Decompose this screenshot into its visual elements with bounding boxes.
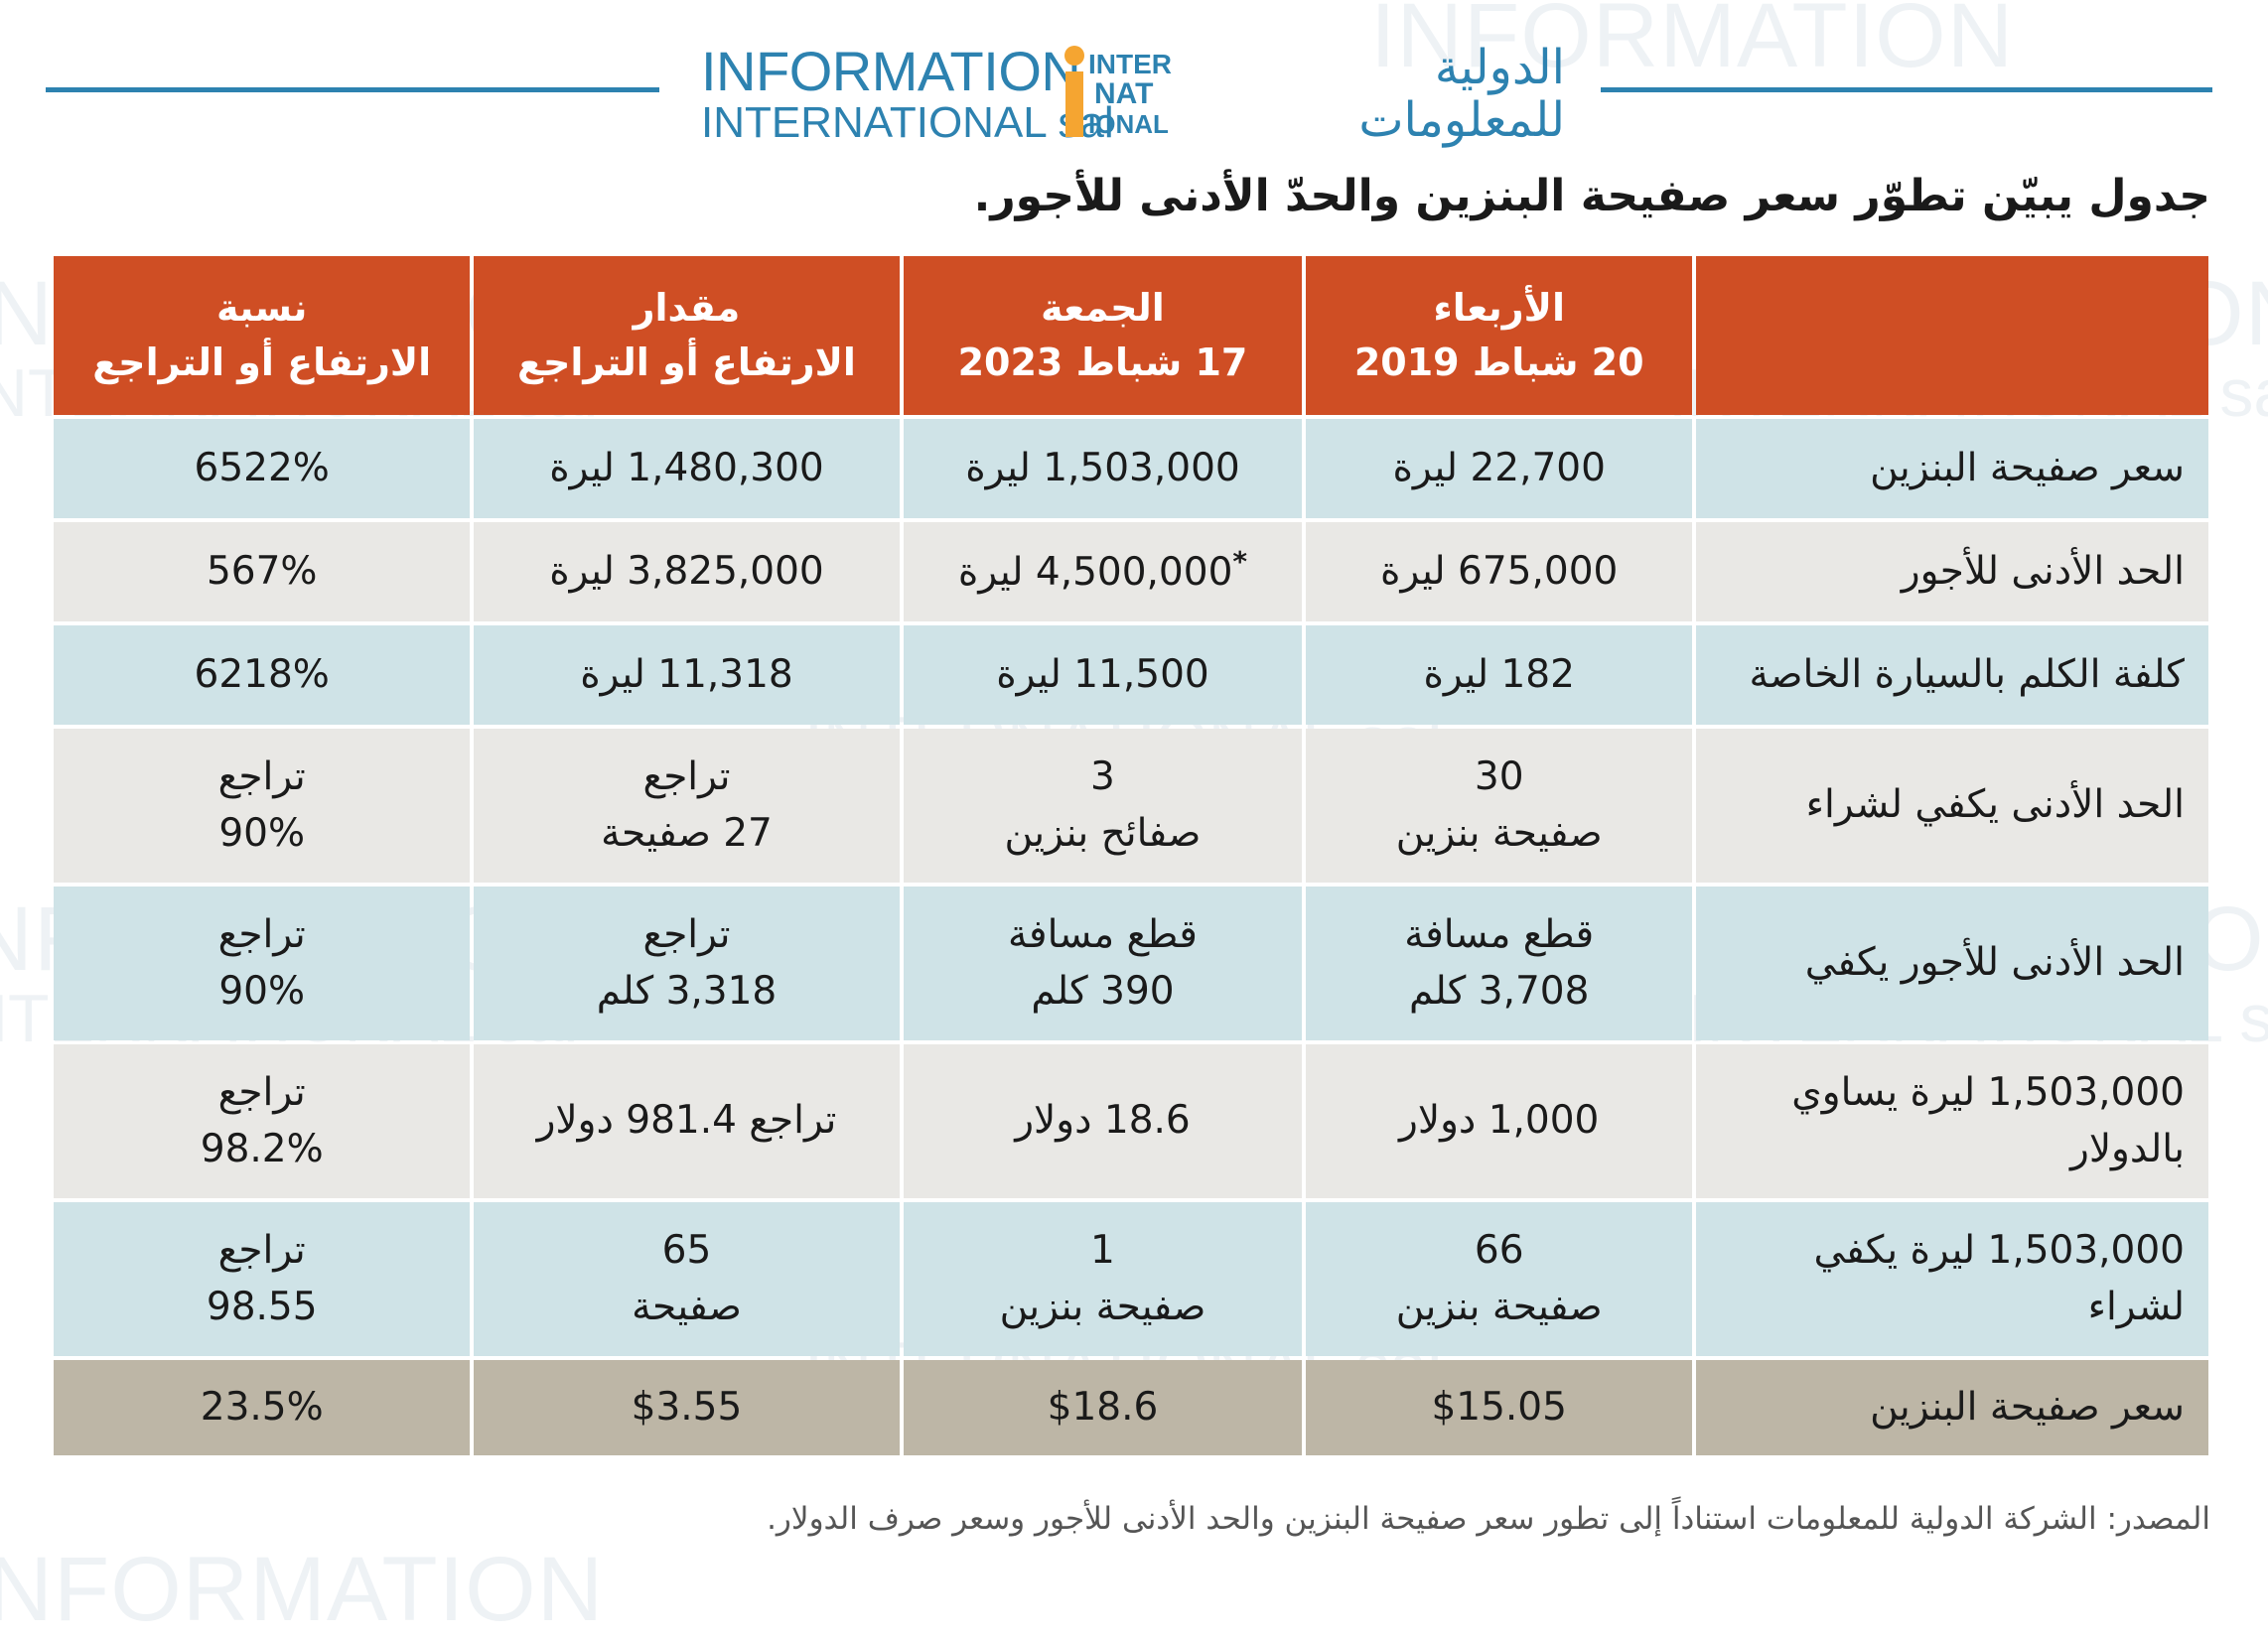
- table-cell: 66 صفيحة بنزين: [1306, 1202, 1693, 1356]
- column-header: نسبة الارتفاع أو التراجع: [54, 256, 471, 415]
- table-row: الحد الأدنى للأجور 675,000 ليرة *4,500,0…: [54, 522, 2208, 621]
- table-row: 1,503,000 ليرة يساوي بالدولار 1,000 دولا…: [54, 1044, 2208, 1198]
- cell-text: 4,500,000 ليرة: [957, 550, 1233, 596]
- column-header: الجمعة 17 شباط 2023: [903, 256, 1303, 415]
- table-cell: 3,825,000 ليرة: [474, 522, 900, 621]
- logo-english-text: INFORMATION INTERNATIONAL sal: [701, 44, 1114, 145]
- table-cell: 1,480,300 ليرة: [474, 419, 900, 518]
- table-cell: $18.6: [903, 1360, 1303, 1455]
- table-cell: *4,500,000 ليرة: [903, 522, 1303, 621]
- table-cell: $3.55: [474, 1360, 900, 1455]
- table-cell: تراجع 981.4 دولار: [474, 1044, 900, 1198]
- logo-ar-line2: للمعلومات: [1358, 91, 1565, 148]
- table-row: 1,503,000 ليرة يكفي لشراء 66 صفيحة بنزين …: [54, 1202, 2208, 1356]
- row-label: الحد الأدنى للأجور: [1696, 522, 2208, 621]
- table-cell: تراجع 98.2%: [54, 1044, 471, 1198]
- table-cell: 1,503,000 ليرة: [903, 419, 1303, 518]
- table-cell: 182 ليرة: [1306, 625, 1693, 725]
- data-table: الأربعاء 20 شباط 2019 الجمعة 17 شباط 2023 …: [50, 252, 2212, 1459]
- table-cell: 22,700 ليرة: [1306, 419, 1693, 518]
- page-title: جدول يبيّن تطوّر سعر صفيحة البنزين والحد…: [973, 171, 2210, 221]
- table-cell: 65 صفيحة: [474, 1202, 900, 1356]
- row-label: الحد الأدنى للأجور يكفي: [1696, 887, 2208, 1040]
- row-label: 1,503,000 ليرة يكفي لشراء: [1696, 1202, 2208, 1356]
- row-label: سعر صفيحة البنزين: [1696, 1360, 2208, 1455]
- row-label: الحد الأدنى يكفي لشراء: [1696, 729, 2208, 883]
- logo-ar-line1: الدولية: [1434, 40, 1565, 95]
- logo-mark-line1: INTER: [1088, 49, 1172, 79]
- table-cell: 6218%: [54, 625, 471, 725]
- table-row: كلفة الكلم بالسيارة الخاصة 182 ليرة 11,5…: [54, 625, 2208, 725]
- table-cell: 11,500 ليرة: [903, 625, 1303, 725]
- company-logo: INFORMATION INTERNATIONAL sal INTER NAT …: [701, 42, 1575, 147]
- logo-en-line2: INTERNATIONAL sal: [701, 98, 1114, 147]
- table-cell: تراجع 90%: [54, 729, 471, 883]
- table-cell: $15.05: [1306, 1360, 1693, 1455]
- row-label: سعر صفيحة البنزين: [1696, 419, 2208, 518]
- table-cell: تراجع 3,318 كلم: [474, 887, 900, 1040]
- header-rule-right: [1601, 87, 2212, 92]
- table-cell: 11,318 ليرة: [474, 625, 900, 725]
- table-cell: قطع مسافة 3,708 كلم: [1306, 887, 1693, 1040]
- watermark: INFORMATION: [0, 1539, 605, 1640]
- table-row: الحد الأدنى يكفي لشراء 30 صفيحة بنزين 3 صف…: [54, 729, 2208, 883]
- table-row: سعر صفيحة البنزين $15.05 $18.6 $3.55 23.…: [54, 1360, 2208, 1455]
- column-header: مقدار الارتفاع أو التراجع: [474, 256, 900, 415]
- table-row: سعر صفيحة البنزين 22,700 ليرة 1,503,000 …: [54, 419, 2208, 518]
- column-header: الأربعاء 20 شباط 2019: [1306, 256, 1693, 415]
- table-cell: 18.6 دولار: [903, 1044, 1303, 1198]
- table-cell: 3 صفائح بنزين: [903, 729, 1303, 883]
- table-cell: تراجع 90%: [54, 887, 471, 1040]
- table-cell: 6522%: [54, 419, 471, 518]
- table-cell: تراجع 27 صفيحة: [474, 729, 900, 883]
- table-cell: 23.5%: [54, 1360, 471, 1455]
- row-label: كلفة الكلم بالسيارة الخاصة: [1696, 625, 2208, 725]
- column-header: [1696, 256, 2208, 415]
- header-rule-left: [46, 87, 659, 92]
- table-header-row: الأربعاء 20 شباط 2019 الجمعة 17 شباط 2023 …: [54, 256, 2208, 415]
- table-cell: 1,000 دولار: [1306, 1044, 1693, 1198]
- table-row: الحد الأدنى للأجور يكفي قطع مسافة 3,708 ك…: [54, 887, 2208, 1040]
- logo-mark-icon: INTER NAT IONAL: [1064, 46, 1172, 139]
- table-cell: 567%: [54, 522, 471, 621]
- table-cell: تراجع 98.55: [54, 1202, 471, 1356]
- table-cell: 30 صفيحة بنزين: [1306, 729, 1693, 883]
- source-note: المصدر: الشركة الدولية للمعلومات استنادا…: [767, 1501, 2210, 1537]
- table-cell: 675,000 ليرة: [1306, 522, 1693, 621]
- logo-arabic-text: الدولية للمعلومات: [1207, 42, 1565, 147]
- logo-mark-line3: IONAL: [1088, 109, 1169, 139]
- table-cell: قطع مسافة 390 كلم: [903, 887, 1303, 1040]
- table-cell: 1 صفيحة بنزين: [903, 1202, 1303, 1356]
- logo-mark-line2: NAT: [1094, 77, 1153, 110]
- footnote-marker: *: [1232, 545, 1248, 579]
- logo-en-line1: INFORMATION: [701, 40, 1081, 102]
- row-label: 1,503,000 ليرة يساوي بالدولار: [1696, 1044, 2208, 1198]
